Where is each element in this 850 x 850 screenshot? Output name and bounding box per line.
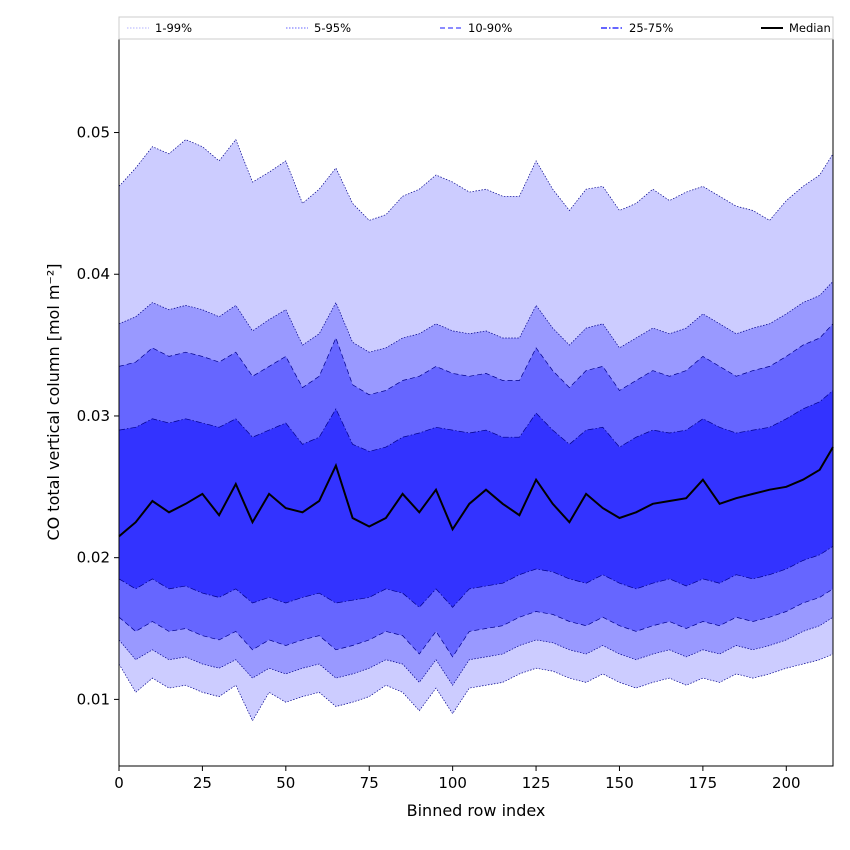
band-3-upper-edge [118,390,834,452]
x-tick-label: 50 [276,774,295,792]
y-tick-label: 0.02 [77,549,110,567]
x-tick-label: 200 [772,774,801,792]
legend-label: 5-95% [314,21,351,35]
y-tick-label: 0.01 [77,690,110,708]
x-tick-label: 75 [360,774,379,792]
legend-box [118,16,834,40]
x-tick-label: 125 [522,774,551,792]
legend-label: 1-99% [155,21,192,35]
band-3-lower-edge [118,546,834,608]
band-0-upper-edge [118,138,834,221]
band-0-lower-edge [118,653,834,722]
x-tick-label: 100 [438,774,467,792]
median-line [118,446,834,538]
y-tick-label: 0.03 [77,407,110,425]
x-tick-label: 150 [605,774,634,792]
x-axis: 0 25 50 75 100 125 150 175 200 [114,766,801,792]
y-tick-label: 0.05 [77,124,110,142]
legend: 1-99% 5-95% 10-90% 25-75% Median [118,16,834,40]
band-2-upper-edge [118,323,834,396]
band-2-lower-edge [118,588,834,658]
y-tick-label: 0.04 [77,265,110,283]
x-tick-label: 175 [689,774,718,792]
y-axis: 0.01 0.02 0.03 0.04 0.05 [77,124,119,708]
x-tick-label: 0 [114,774,124,792]
band-1-upper-edge [118,281,834,353]
legend-label: 10-90% [468,21,512,35]
legend-label: Median [789,21,831,35]
plot-area [118,138,834,722]
y-axis-label: CO total vertical column [mol m⁻²] [44,263,63,540]
x-axis-label: Binned row index [407,801,546,820]
x-tick-label: 25 [193,774,212,792]
band-1-lower-edge [118,616,834,686]
legend-label: 25-75% [629,21,673,35]
